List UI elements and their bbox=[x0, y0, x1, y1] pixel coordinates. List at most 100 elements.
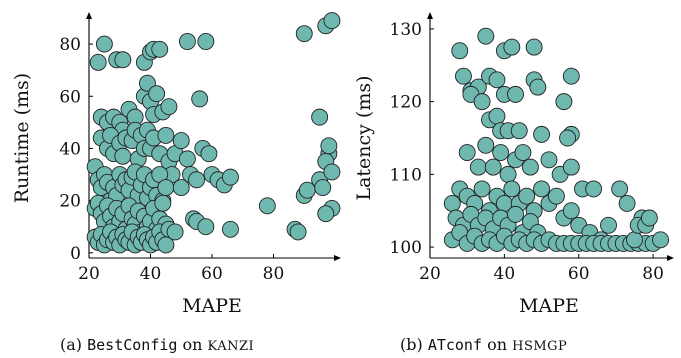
data-point bbox=[157, 179, 175, 197]
data-point bbox=[585, 180, 603, 198]
data-point bbox=[160, 98, 178, 116]
data-point bbox=[188, 171, 206, 189]
chart-latency-vs-mape: 20 40 60 80 100 110 120 130 MAPE Latency (ms) bbox=[353, 12, 674, 317]
data-point bbox=[640, 209, 658, 227]
data-point bbox=[172, 132, 190, 150]
data-point bbox=[547, 187, 565, 205]
data-point bbox=[477, 136, 495, 154]
data-point bbox=[611, 180, 629, 198]
data-point bbox=[521, 158, 539, 176]
y-tick-label: 100 bbox=[390, 238, 422, 258]
data-point bbox=[562, 202, 580, 220]
y-tick-label: 130 bbox=[390, 20, 422, 40]
data-point bbox=[559, 129, 577, 147]
data-point bbox=[323, 163, 341, 181]
y-tick-label: 120 bbox=[390, 93, 422, 113]
data-point bbox=[114, 147, 132, 165]
y-axis-arrow bbox=[86, 12, 92, 19]
x-axis-arrow bbox=[667, 255, 674, 261]
data-point bbox=[178, 33, 196, 50]
data-point bbox=[221, 220, 239, 238]
x-tick-label: 20 bbox=[78, 264, 100, 284]
data-point bbox=[540, 151, 558, 169]
caption-b: (b) ATconf on HSMGP bbox=[400, 335, 567, 354]
data-point bbox=[484, 158, 502, 176]
data-point bbox=[499, 165, 517, 183]
x-tick-label: 40 bbox=[140, 264, 162, 284]
data-point bbox=[503, 38, 521, 56]
data-point bbox=[154, 194, 172, 212]
data-point bbox=[562, 67, 580, 85]
data-point bbox=[311, 108, 329, 126]
data-point bbox=[458, 144, 476, 161]
data-point bbox=[492, 144, 510, 161]
y-axis-label: Latency (ms) bbox=[353, 75, 375, 200]
data-point bbox=[191, 90, 209, 108]
x-tick-label: 60 bbox=[568, 264, 590, 284]
y-tick-label: 60 bbox=[59, 87, 81, 107]
data-point bbox=[89, 53, 107, 71]
x-axis-arrow bbox=[334, 255, 341, 261]
data-point bbox=[258, 197, 276, 215]
data-point bbox=[95, 35, 113, 53]
data-points bbox=[443, 27, 670, 252]
data-point bbox=[166, 223, 184, 241]
data-point bbox=[488, 71, 506, 89]
x-axis-label: MAPE bbox=[182, 295, 242, 317]
data-point bbox=[295, 25, 313, 43]
data-point bbox=[455, 67, 472, 85]
data-point bbox=[503, 180, 521, 198]
data-point bbox=[221, 168, 239, 186]
data-point bbox=[451, 42, 469, 60]
data-point bbox=[652, 231, 670, 249]
data-point bbox=[507, 85, 524, 103]
y-axis-arrow bbox=[427, 12, 433, 19]
data-point bbox=[469, 158, 487, 176]
data-points bbox=[86, 12, 341, 254]
data-point bbox=[114, 51, 132, 69]
data-point bbox=[197, 218, 215, 236]
data-point bbox=[172, 179, 190, 197]
x-tick-label: 80 bbox=[263, 264, 285, 284]
data-point bbox=[320, 137, 338, 155]
data-point bbox=[555, 93, 573, 111]
data-point bbox=[178, 150, 196, 168]
x-tick-label: 20 bbox=[419, 264, 441, 284]
data-point bbox=[157, 126, 175, 144]
y-tick-label: 0 bbox=[70, 244, 81, 264]
y-tick-label: 110 bbox=[390, 165, 422, 185]
data-point bbox=[443, 195, 461, 212]
data-point bbox=[151, 40, 169, 58]
x-tick-label: 80 bbox=[642, 264, 664, 284]
data-point bbox=[488, 107, 506, 125]
data-point bbox=[600, 216, 617, 234]
data-point bbox=[314, 179, 332, 197]
data-point bbox=[529, 78, 547, 96]
data-point bbox=[289, 223, 307, 241]
caption-a: (a) BestConfig on KANZI bbox=[60, 335, 254, 354]
data-point bbox=[514, 144, 532, 161]
data-point bbox=[473, 180, 491, 198]
y-axis-label: Runtime (ms) bbox=[11, 73, 33, 203]
data-point bbox=[626, 231, 643, 249]
data-point bbox=[507, 205, 524, 223]
data-point bbox=[533, 180, 551, 198]
data-point bbox=[197, 33, 215, 50]
data-point bbox=[473, 93, 491, 111]
data-point bbox=[618, 195, 636, 212]
y-tick-label: 20 bbox=[59, 192, 81, 212]
x-tick-label: 60 bbox=[201, 264, 223, 284]
data-point bbox=[200, 145, 218, 163]
data-point bbox=[323, 12, 341, 30]
data-point bbox=[510, 122, 528, 140]
data-point bbox=[562, 158, 580, 176]
data-point bbox=[525, 38, 543, 56]
y-tick-label: 80 bbox=[59, 35, 81, 55]
x-axis-label: MAPE bbox=[519, 295, 579, 317]
y-tick-label: 40 bbox=[59, 139, 81, 159]
data-point bbox=[477, 27, 495, 45]
data-point bbox=[317, 205, 335, 223]
data-point bbox=[518, 187, 536, 205]
